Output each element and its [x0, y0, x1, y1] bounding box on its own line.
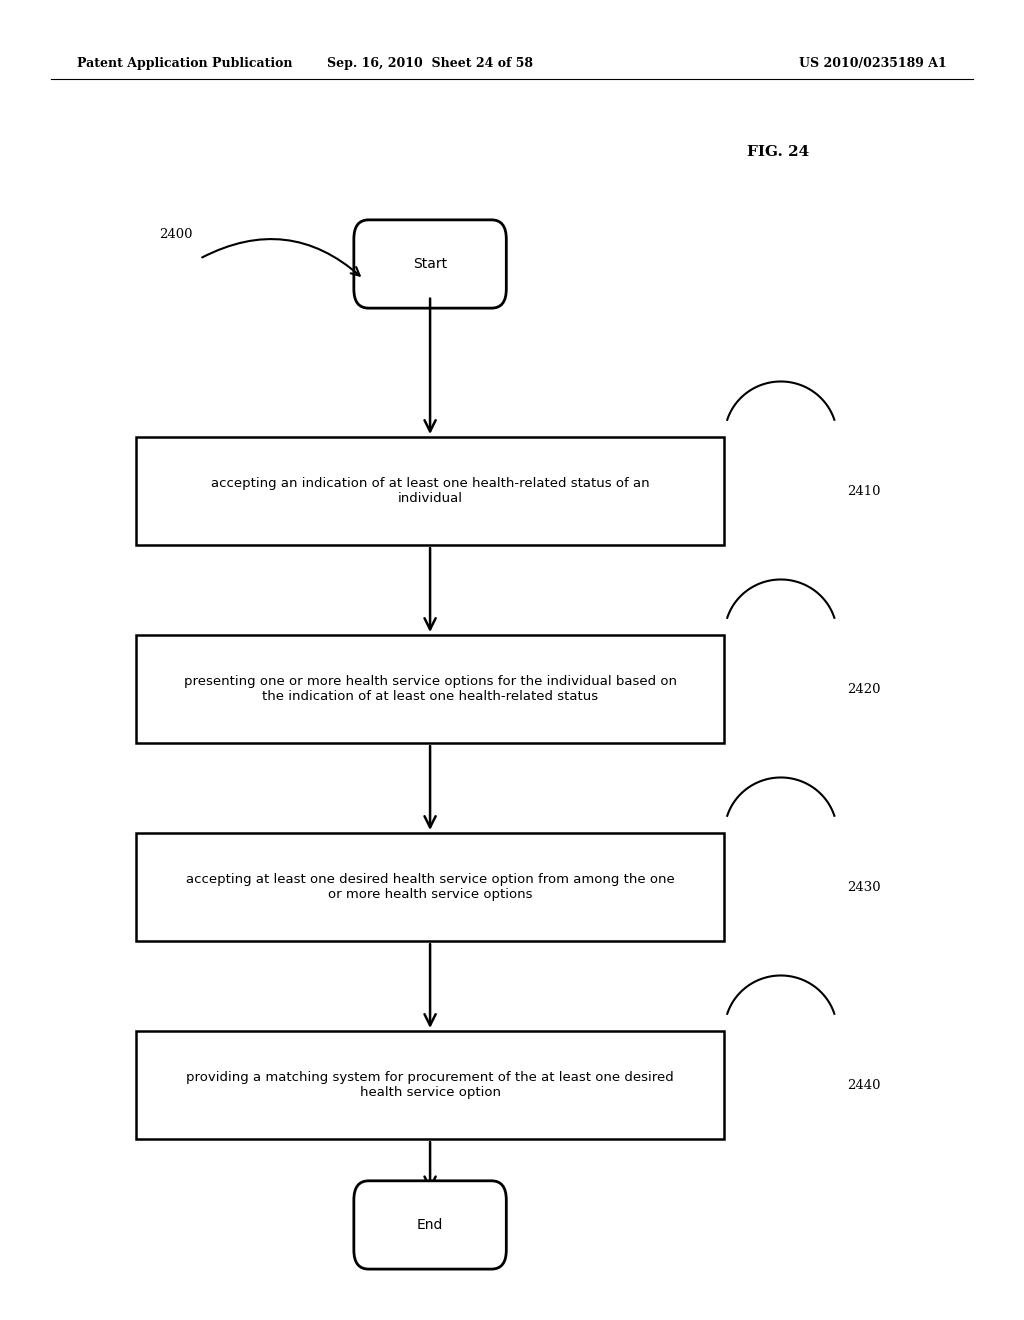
Text: FIG. 24: FIG. 24 — [748, 145, 809, 158]
Text: Patent Application Publication: Patent Application Publication — [77, 57, 292, 70]
FancyBboxPatch shape — [135, 635, 725, 743]
Text: Sep. 16, 2010  Sheet 24 of 58: Sep. 16, 2010 Sheet 24 of 58 — [327, 57, 534, 70]
Text: 2400: 2400 — [159, 228, 193, 242]
Text: providing a matching system for procurement of the at least one desired
health s: providing a matching system for procurem… — [186, 1071, 674, 1100]
Text: presenting one or more health service options for the individual based on
the in: presenting one or more health service op… — [183, 675, 677, 704]
Text: 2410: 2410 — [848, 484, 881, 498]
Text: Start: Start — [413, 257, 447, 271]
Text: 2440: 2440 — [848, 1078, 881, 1092]
Text: accepting at least one desired health service option from among the one
or more : accepting at least one desired health se… — [185, 873, 675, 902]
Text: End: End — [417, 1218, 443, 1232]
FancyBboxPatch shape — [135, 833, 725, 941]
Text: US 2010/0235189 A1: US 2010/0235189 A1 — [800, 57, 947, 70]
FancyBboxPatch shape — [354, 220, 506, 308]
Text: accepting an indication of at least one health-related status of an
individual: accepting an indication of at least one … — [211, 477, 649, 506]
FancyBboxPatch shape — [354, 1181, 506, 1269]
Text: 2420: 2420 — [848, 682, 881, 696]
FancyBboxPatch shape — [135, 1031, 725, 1139]
Text: 2430: 2430 — [848, 880, 881, 894]
FancyBboxPatch shape — [135, 437, 725, 545]
